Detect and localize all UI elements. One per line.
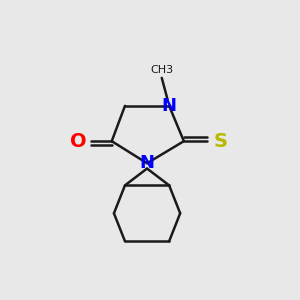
Text: CH3: CH3 bbox=[150, 65, 173, 76]
Text: N: N bbox=[140, 154, 154, 172]
Text: N: N bbox=[162, 97, 177, 115]
Text: O: O bbox=[70, 132, 86, 151]
Text: S: S bbox=[214, 132, 228, 151]
